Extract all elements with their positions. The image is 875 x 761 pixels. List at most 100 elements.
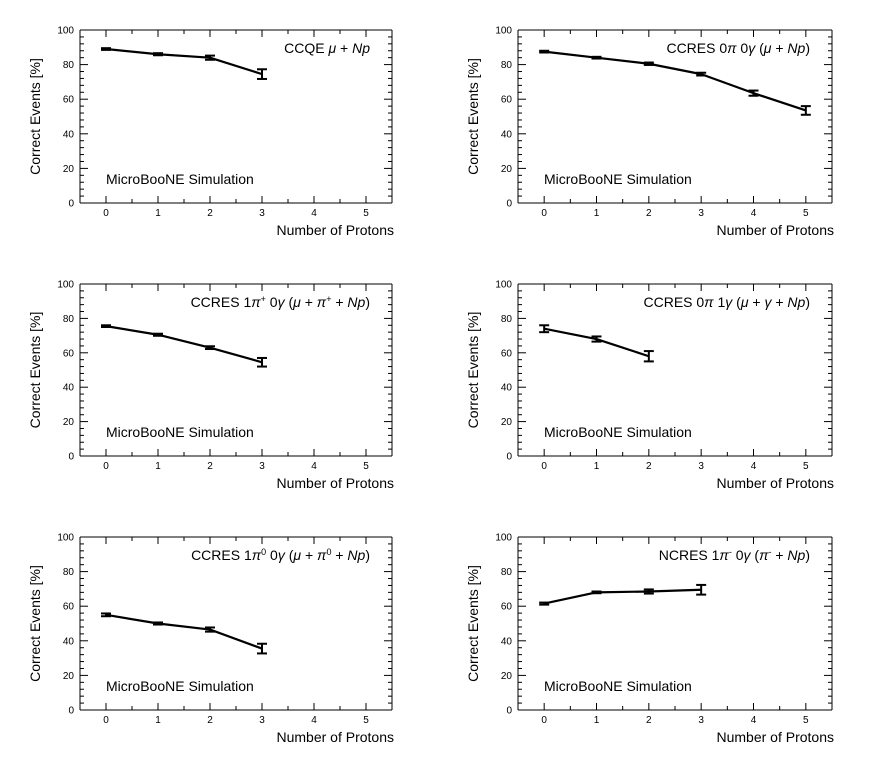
x-tick-label: 2	[207, 715, 213, 726]
x-tick-label: 2	[646, 715, 652, 726]
data-point	[643, 588, 654, 595]
y-tick-label: 20	[63, 671, 75, 682]
y-tick-label: 60	[63, 602, 75, 613]
y-tick-label: 80	[501, 567, 513, 578]
data-point	[539, 601, 550, 606]
x-axis-title: Number of Protons	[717, 729, 835, 745]
y-tick-label: 20	[501, 164, 513, 175]
data-point	[101, 324, 111, 328]
data-point	[591, 55, 602, 60]
y-tick-label: 80	[63, 314, 75, 325]
panel-title: CCRES 1π0 0γ (μ + π0 + Np)	[191, 547, 370, 563]
y-tick-label: 20	[63, 417, 75, 428]
series-line	[543, 588, 702, 605]
series-line	[105, 325, 263, 364]
y-axis-title: Correct Events [%]	[465, 565, 481, 682]
data-point	[257, 356, 267, 368]
y-tick-label: 0	[506, 452, 512, 463]
simulation-label: MicroBooNE Simulation	[544, 424, 692, 440]
chart-panel-2: 0 20 40 60 80 100 0 1 2 3 4 5 Number of Protons Corre…	[465, 26, 834, 239]
x-tick-label: 0	[541, 715, 547, 726]
x-tick-label: 4	[311, 461, 317, 472]
x-tick-label: 2	[207, 208, 213, 219]
panel-title: CCRES 1π+ 0γ (μ + π+ + Np)	[191, 294, 370, 310]
y-tick-label: 40	[63, 383, 75, 394]
x-tick-label: 1	[594, 208, 600, 219]
x-tick-label: 0	[103, 208, 109, 219]
x-tick-label: 5	[803, 208, 809, 219]
y-axis-title: Correct Events [%]	[465, 58, 481, 175]
x-tick-label: 1	[155, 461, 161, 472]
y-tick-label: 100	[495, 26, 512, 37]
x-tick-label: 1	[155, 208, 161, 219]
y-tick-label: 60	[501, 602, 513, 613]
data-point	[539, 49, 550, 54]
simulation-label: MicroBooNE Simulation	[544, 678, 692, 694]
y-tick-label: 100	[57, 26, 74, 37]
data-point	[748, 89, 759, 97]
x-tick-label: 4	[311, 715, 317, 726]
series-line	[105, 47, 263, 76]
data-point	[696, 583, 707, 596]
panel-title: CCQE μ + Np	[284, 40, 370, 56]
simulation-label: MicroBooNE Simulation	[106, 424, 254, 440]
x-axis-title: Number of Protons	[717, 222, 835, 238]
y-tick-label: 40	[501, 129, 513, 140]
y-tick-label: 60	[501, 348, 513, 359]
y-tick-label: 20	[501, 417, 513, 428]
x-axis-title: Number of Protons	[277, 729, 395, 745]
y-tick-label: 0	[506, 706, 512, 717]
x-tick-label: 0	[103, 715, 109, 726]
y-tick-label: 100	[495, 280, 512, 291]
data-point	[800, 105, 811, 116]
x-tick-label: 4	[311, 208, 317, 219]
x-tick-label: 1	[594, 461, 600, 472]
data-point	[205, 54, 215, 61]
x-tick-label: 3	[259, 715, 265, 726]
chart-panel-1: 0 20 40 60 80 100 0 1 2 3 4 5 Number of Protons Corre…	[27, 26, 394, 239]
data-point	[153, 332, 163, 337]
x-tick-label: 3	[698, 715, 704, 726]
data-point	[643, 350, 654, 363]
x-tick-label: 4	[751, 461, 757, 472]
y-axis-title: Correct Events [%]	[27, 312, 43, 429]
chart-panel-5: 0 20 40 60 80 100 0 1 2 3 4 5 Number of Protons Corre…	[27, 533, 394, 746]
simulation-label: MicroBooNE Simulation	[544, 171, 692, 187]
y-tick-label: 20	[501, 671, 513, 682]
x-tick-label: 1	[594, 715, 600, 726]
data-point	[591, 335, 602, 343]
data-point	[153, 621, 163, 626]
x-tick-label: 4	[751, 715, 757, 726]
y-tick-label: 0	[68, 452, 74, 463]
chart-panel-4: 0 20 40 60 80 100 0 1 2 3 4 5 Number of Protons Corre…	[465, 280, 834, 492]
y-tick-label: 100	[57, 533, 74, 544]
data-point	[153, 52, 163, 57]
x-tick-label: 3	[698, 208, 704, 219]
data-point	[205, 345, 215, 351]
x-tick-label: 0	[541, 208, 547, 219]
series-line	[105, 613, 263, 650]
x-tick-label: 0	[103, 461, 109, 472]
y-tick-label: 40	[63, 129, 75, 140]
series-line	[544, 50, 807, 112]
y-tick-label: 20	[63, 164, 75, 175]
y-tick-label: 80	[63, 567, 75, 578]
data-point	[257, 642, 267, 655]
x-tick-label: 5	[803, 715, 809, 726]
y-tick-label: 60	[63, 348, 75, 359]
x-tick-label: 5	[803, 461, 809, 472]
data-point	[643, 61, 654, 66]
x-tick-label: 5	[363, 208, 369, 219]
panel-title: NCRES 1π- 0γ (π- + Np)	[659, 547, 810, 563]
x-tick-label: 0	[541, 461, 547, 472]
y-tick-label: 80	[501, 314, 513, 325]
data-point	[101, 612, 111, 618]
x-tick-label: 5	[363, 715, 369, 726]
x-tick-label: 3	[259, 208, 265, 219]
y-tick-label: 80	[63, 60, 75, 71]
y-tick-label: 0	[68, 199, 74, 210]
y-axis-title: Correct Events [%]	[27, 565, 43, 682]
x-axis-title: Number of Protons	[717, 475, 835, 491]
data-point	[205, 626, 215, 633]
panel-title: CCRES 0π 0γ (μ + Np)	[666, 40, 810, 56]
